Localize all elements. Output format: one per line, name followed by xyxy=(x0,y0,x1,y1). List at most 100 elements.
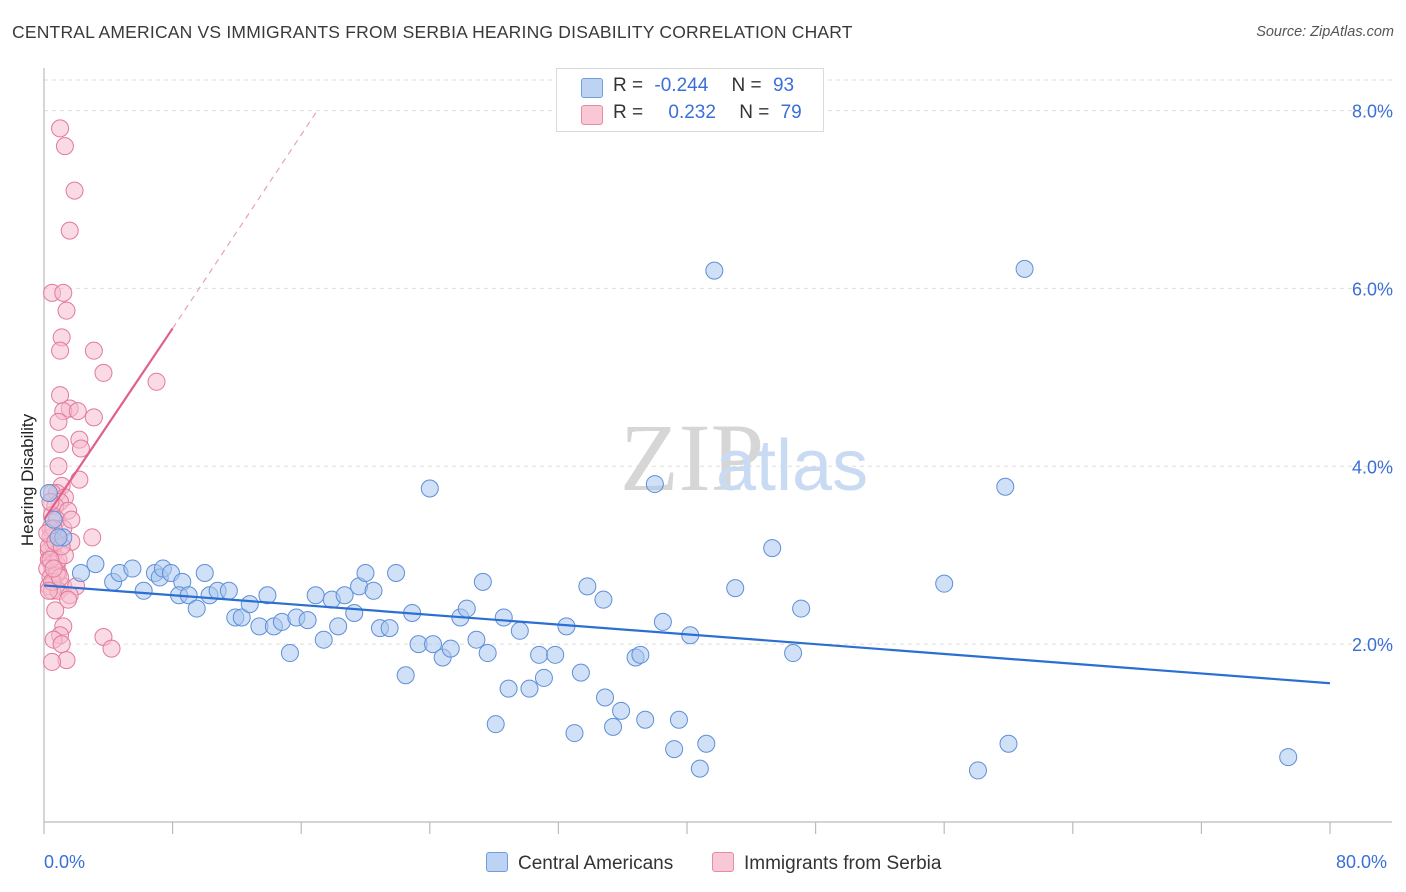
pink-swatch-icon xyxy=(581,105,603,125)
central-american-point xyxy=(653,612,672,631)
central-american-point xyxy=(380,619,399,638)
serbia-point xyxy=(57,301,76,320)
x-tick-label-max: 80.0% xyxy=(1336,852,1388,872)
central-american-point xyxy=(335,586,354,605)
central-american-trend-line xyxy=(43,584,1331,685)
central-american-point xyxy=(968,761,987,780)
serbia-point xyxy=(54,283,73,302)
central-american-point xyxy=(345,604,364,623)
serbia-point xyxy=(49,412,68,431)
serbia-point xyxy=(52,635,71,654)
central-american-point xyxy=(697,734,716,753)
source-label: Source: ZipAtlas.com xyxy=(1256,24,1394,40)
serbia-point xyxy=(94,363,113,382)
serbia-point xyxy=(147,372,166,391)
central-american-point xyxy=(726,579,745,598)
legend-n-label-2: N = xyxy=(739,102,770,123)
central-american-point xyxy=(596,688,615,707)
central-american-point xyxy=(690,759,709,778)
serbia-point xyxy=(84,408,103,427)
central-american-point xyxy=(478,644,497,663)
serbia-point xyxy=(62,510,81,529)
bottom-legend-label-1: Central Americans xyxy=(518,853,674,874)
x-tick-label-min: 0.0% xyxy=(44,852,86,872)
serbia-point xyxy=(43,652,62,671)
central-american-point xyxy=(510,621,529,640)
central-american-point xyxy=(71,564,90,582)
blue-swatch-icon xyxy=(486,852,508,872)
central-american-point xyxy=(280,644,299,663)
central-american-point xyxy=(594,590,613,609)
serbia-trend-extension xyxy=(172,110,318,329)
legend-n-value-1: 93 xyxy=(772,75,795,96)
central-american-point xyxy=(467,630,486,649)
serbia-point xyxy=(65,181,84,200)
serbia-point xyxy=(51,119,70,138)
axes xyxy=(43,68,1392,834)
bottom-legend-serbia[interactable]: Immigrants from Serbia xyxy=(712,852,941,876)
central-american-point xyxy=(187,599,206,618)
central-american-point xyxy=(546,645,565,664)
central-american-point xyxy=(306,586,325,605)
central-american-point xyxy=(665,740,684,759)
central-american-point xyxy=(356,564,375,582)
central-american-point xyxy=(240,595,259,614)
y-axis-label: Hearing Disability xyxy=(18,413,37,547)
central-american-point xyxy=(486,715,505,734)
legend-r-value-2: 0.232 xyxy=(668,102,716,123)
serbia-point xyxy=(70,470,89,489)
central-american-point xyxy=(424,635,443,654)
serbia-trend-line xyxy=(43,327,174,521)
central-american-point xyxy=(298,611,317,630)
central-american-point xyxy=(49,528,68,547)
central-american-point xyxy=(232,608,251,627)
central-american-point xyxy=(219,581,238,600)
serbia-point xyxy=(59,590,78,609)
y-tick-label: 2.0% xyxy=(1352,635,1393,655)
central-american-point xyxy=(39,483,58,502)
legend-n-value-2: 79 xyxy=(780,102,802,123)
central-american-point xyxy=(134,581,153,600)
central-american-point xyxy=(195,564,214,582)
central-american-point xyxy=(364,581,383,600)
correlation-legend: R = -0.244 N = 93 R = 0.232 N = 79 xyxy=(556,68,824,132)
central-american-point xyxy=(420,479,439,498)
pink-swatch-icon xyxy=(712,852,734,872)
central-american-point xyxy=(473,572,492,591)
serbia-point xyxy=(83,528,102,547)
bottom-legend-central-americans[interactable]: Central Americans xyxy=(486,852,673,876)
central-american-point xyxy=(669,710,688,729)
central-american-point xyxy=(86,555,105,574)
central-american-point xyxy=(631,645,650,664)
y-tick-label: 8.0% xyxy=(1352,102,1393,122)
central-american-point xyxy=(996,477,1015,496)
central-american-point xyxy=(705,261,724,280)
central-american-point xyxy=(565,724,584,743)
central-american-point xyxy=(792,599,811,618)
legend-r-label-1: R = xyxy=(613,75,644,96)
serbia-point xyxy=(49,457,68,476)
central-american-point xyxy=(123,559,142,578)
chart-title: CENTRAL AMERICAN VS IMMIGRANTS FROM SERB… xyxy=(12,22,853,42)
legend-r-label-2: R = xyxy=(613,102,644,123)
serbia-point xyxy=(84,341,103,360)
legend-n-label-1: N = xyxy=(731,75,762,96)
serbia-point xyxy=(44,559,63,578)
central-american-point xyxy=(329,617,348,636)
central-american-point xyxy=(1279,748,1298,767)
y-tick-labels: 2.0% 4.0% 6.0% 8.0% xyxy=(1352,102,1393,656)
central-american-point xyxy=(636,710,655,729)
central-american-point xyxy=(534,668,553,687)
central-american-point xyxy=(612,701,631,720)
central-american-point xyxy=(387,564,406,582)
central-american-points xyxy=(39,259,1298,780)
serbia-point xyxy=(60,221,79,240)
central-american-point xyxy=(604,717,623,736)
central-american-point xyxy=(571,663,590,682)
serbia-point xyxy=(55,137,74,156)
serbia-point xyxy=(46,601,65,620)
watermark-zip: ZIP xyxy=(620,404,764,511)
central-american-point xyxy=(784,644,803,663)
central-american-point xyxy=(1015,259,1034,278)
